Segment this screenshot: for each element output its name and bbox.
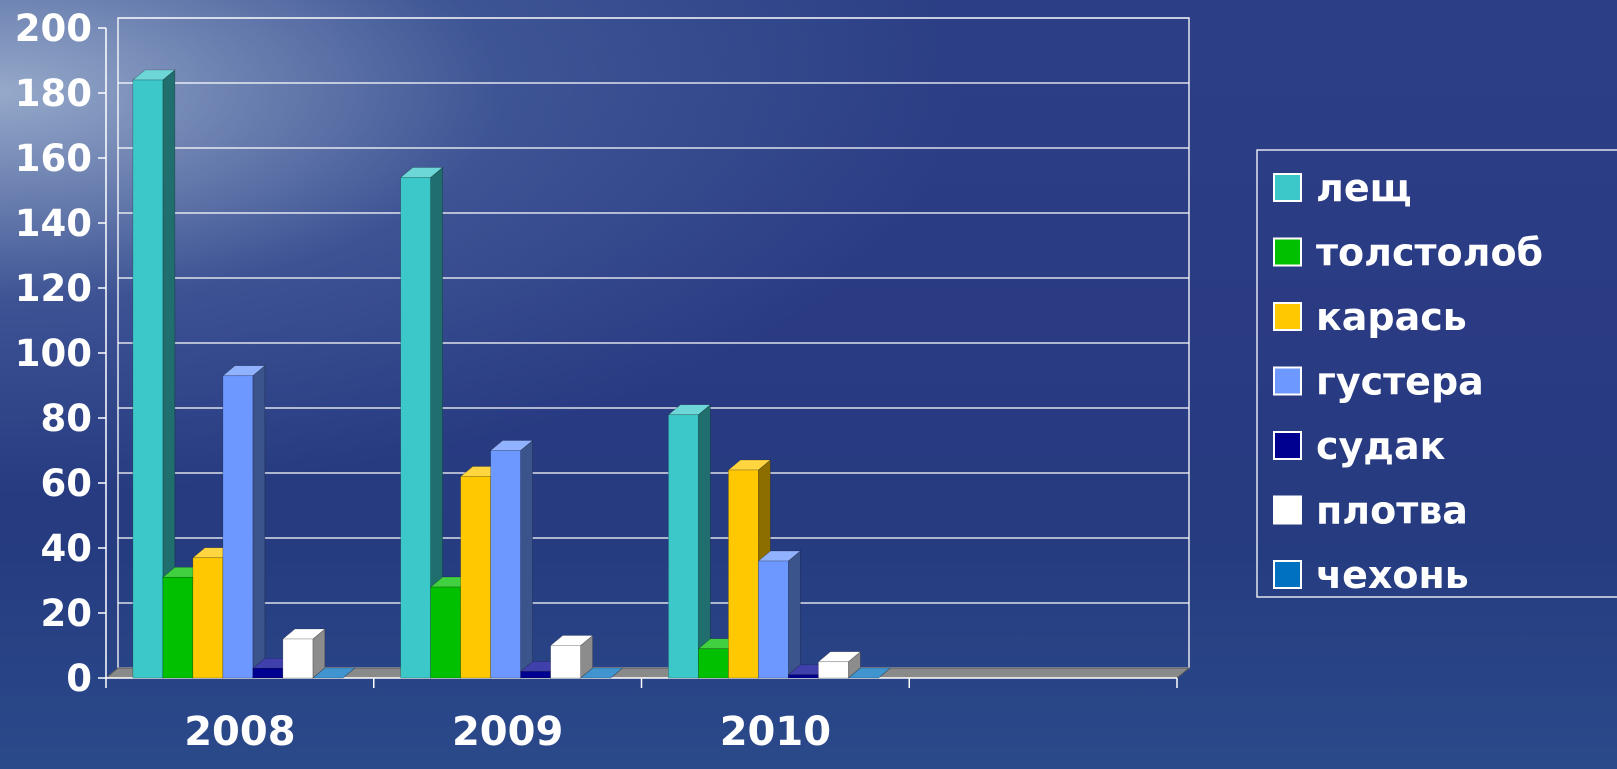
legend-item-1: толстолоб — [1273, 231, 1543, 275]
y-tick-label-1: 20 — [41, 592, 93, 635]
y-tick-label-5: 100 — [15, 332, 92, 375]
x-tick-label-1: 2009 — [452, 709, 563, 755]
plot-area: 0 20 40 60 80 100 120 140 160 180 200 2008 2009 2010 — [15, 7, 1191, 755]
y-tick-label-10: 200 — [15, 7, 92, 50]
y-tick-label-2: 40 — [41, 527, 93, 570]
legend-swatch-2 — [1273, 302, 1302, 331]
y-tick-label-8: 160 — [15, 137, 92, 180]
bar-густера-2010 — [757, 550, 802, 679]
bar-лещ-2010 — [667, 404, 712, 679]
bar-чехонь-2008 — [312, 667, 356, 679]
y-tick-label-0: 0 — [66, 657, 92, 700]
bar-густера-2008 — [222, 365, 266, 679]
y-tick-label-3: 60 — [41, 462, 93, 505]
bar-плотва-2008 — [282, 628, 326, 679]
legend-swatch-5 — [1273, 495, 1302, 525]
bar-густера-2009 — [489, 439, 534, 679]
legend-label-6: чехонь — [1316, 553, 1469, 597]
legend-label-4: судак — [1316, 424, 1446, 468]
bar-лещ-2008 — [132, 69, 176, 679]
legend-frame — [1256, 149, 1617, 598]
bar-плотва-2009 — [549, 634, 594, 679]
bar-чехонь-2009 — [579, 667, 624, 679]
y-tick-label-7: 140 — [15, 202, 92, 245]
y-tick-label-4: 80 — [41, 397, 93, 440]
legend-swatch-0 — [1273, 173, 1302, 202]
legend-swatch-1 — [1273, 237, 1302, 267]
bar-плотва-2010 — [817, 651, 862, 679]
legend-item-3: густера — [1273, 360, 1484, 404]
legend-item-0: лещ — [1273, 166, 1412, 210]
legend-label-5: плотва — [1316, 489, 1468, 533]
legend-label-2: карась — [1316, 295, 1467, 339]
legend-label-3: густера — [1316, 360, 1484, 404]
legend-label-1: толстолоб — [1316, 231, 1543, 275]
legend-swatch-4 — [1273, 431, 1302, 460]
legend-item-6: чехонь — [1273, 553, 1469, 597]
legend-swatch-3 — [1273, 366, 1302, 396]
legend-item-4: судак — [1273, 424, 1446, 468]
y-tick-label-6: 120 — [15, 267, 92, 310]
legend-swatch-6 — [1273, 560, 1302, 589]
x-tick-label-0: 2008 — [184, 709, 295, 755]
bar-чехонь-2010 — [847, 667, 892, 679]
y-tick-label-9: 180 — [15, 72, 92, 115]
x-tick-label-2: 2010 — [720, 709, 831, 755]
legend-label-0: лещ — [1316, 166, 1412, 210]
legend: лещ толстолоб карась густера судак плотва чехо… — [1256, 149, 1617, 598]
legend-item-5: плотва — [1273, 489, 1468, 533]
bar-лещ-2009 — [399, 166, 444, 679]
legend-item-2: карась — [1273, 295, 1467, 339]
